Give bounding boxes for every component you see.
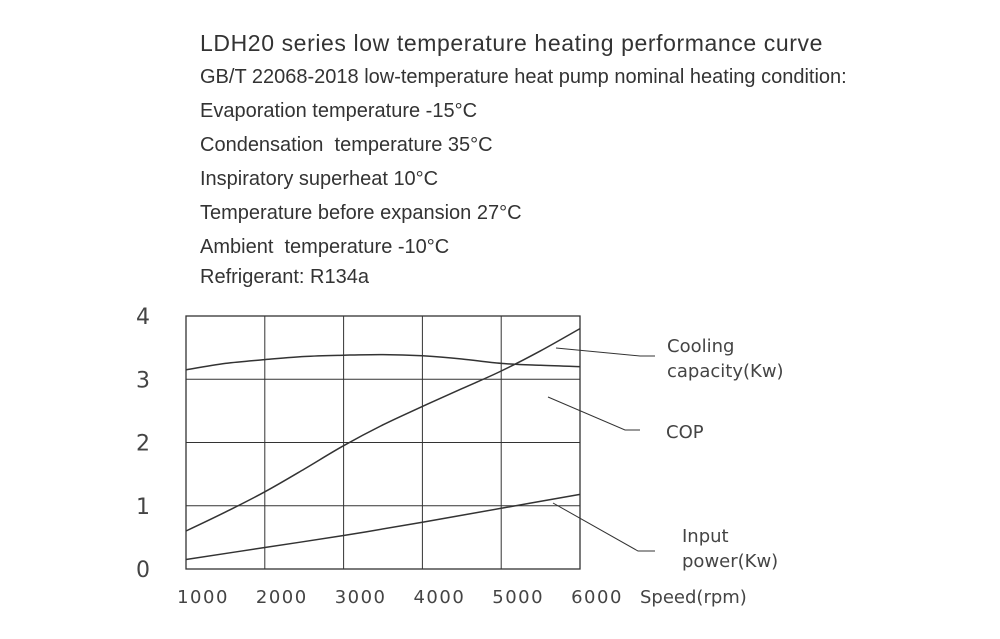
legend-label: capacity(Kw) — [667, 361, 784, 382]
y-tick-label: 4 — [136, 305, 150, 330]
legend-leader-line — [552, 502, 655, 552]
y-tick-label: 1 — [136, 495, 150, 520]
chart-title: LDH20 series low temperature heating per… — [200, 30, 824, 56]
y-tick-label: 2 — [136, 432, 150, 457]
x-tick-label: 4000 — [413, 587, 465, 608]
y-tick-labels: 0 1 2 3 4 — [136, 305, 150, 583]
legend-leader-line — [555, 347, 655, 357]
x-axis-label: Speed(rpm) — [640, 587, 747, 608]
chart-grid — [185, 315, 581, 570]
condensation-temperature: Condensation temperature 35°C — [200, 134, 493, 156]
legend-label: power(Kw) — [682, 551, 778, 572]
test-standard: GB/T 22068-2018 low-temperature heat pum… — [200, 66, 847, 88]
x-tick-label: 6000 — [571, 587, 623, 608]
legend-label: COP — [666, 422, 704, 443]
x-tick-label: 1000 — [177, 587, 229, 608]
evaporation-temperature: Evaporation temperature -15°C — [200, 100, 478, 122]
y-tick-label: 3 — [136, 368, 150, 393]
refrigerant: Refrigerant: R134a — [200, 266, 369, 288]
ambient-temperature: Ambient temperature -10°C — [200, 236, 450, 258]
chart-legend: Cooling capacity(Kw) COP Input power(Kw) — [547, 336, 784, 572]
legend-leader-line — [547, 396, 640, 431]
x-tick-labels: 1000 2000 3000 4000 5000 6000 — [177, 587, 623, 608]
x-tick-label: 3000 — [335, 587, 387, 608]
input-power-line — [185, 493, 581, 561]
chart-series — [185, 327, 581, 561]
x-tick-label: 5000 — [492, 587, 544, 608]
legend-label: Input — [682, 526, 729, 547]
inspiratory-superheat: Inspiratory superheat 10°C — [200, 168, 439, 190]
cop-line — [185, 353, 581, 371]
chart-header: LDH20 series low temperature heating per… — [0, 0, 1000, 300]
x-tick-label: 2000 — [256, 587, 308, 608]
cooling-capacity-line — [185, 327, 581, 532]
legend-label: Cooling — [667, 336, 734, 357]
y-tick-label: 0 — [136, 558, 150, 583]
temperature-before-expansion: Temperature before expansion 27°C — [200, 202, 522, 224]
